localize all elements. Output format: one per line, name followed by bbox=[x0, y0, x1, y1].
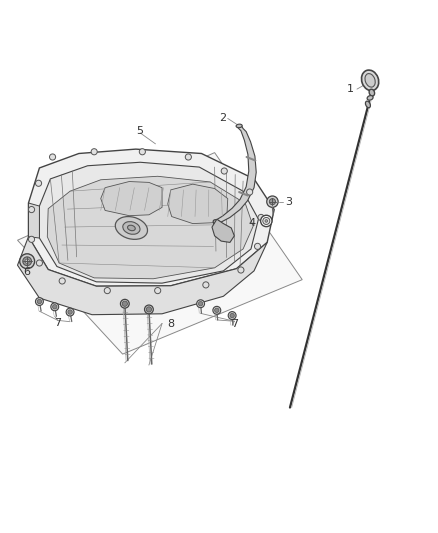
Circle shape bbox=[146, 307, 152, 312]
Ellipse shape bbox=[213, 220, 220, 225]
Text: 4: 4 bbox=[248, 217, 255, 228]
Polygon shape bbox=[168, 184, 228, 223]
Circle shape bbox=[254, 243, 261, 249]
Ellipse shape bbox=[115, 216, 148, 239]
Circle shape bbox=[25, 259, 29, 263]
Circle shape bbox=[228, 312, 236, 319]
Polygon shape bbox=[212, 219, 234, 243]
Polygon shape bbox=[28, 149, 274, 286]
Ellipse shape bbox=[365, 74, 375, 87]
Circle shape bbox=[261, 215, 272, 227]
Circle shape bbox=[269, 199, 276, 205]
Circle shape bbox=[185, 154, 191, 160]
Text: 1: 1 bbox=[347, 84, 354, 94]
Polygon shape bbox=[214, 125, 256, 223]
Circle shape bbox=[213, 306, 221, 314]
Circle shape bbox=[68, 310, 72, 314]
Circle shape bbox=[59, 278, 65, 284]
Circle shape bbox=[221, 168, 227, 174]
Circle shape bbox=[28, 236, 35, 243]
Ellipse shape bbox=[361, 70, 379, 91]
Polygon shape bbox=[28, 203, 39, 238]
Circle shape bbox=[51, 303, 59, 311]
Circle shape bbox=[66, 308, 74, 316]
Circle shape bbox=[258, 214, 264, 221]
Ellipse shape bbox=[367, 95, 373, 100]
Polygon shape bbox=[39, 162, 258, 283]
Circle shape bbox=[122, 301, 127, 306]
Circle shape bbox=[28, 206, 35, 213]
Circle shape bbox=[197, 300, 205, 308]
Circle shape bbox=[36, 260, 42, 266]
Polygon shape bbox=[18, 237, 267, 314]
Circle shape bbox=[230, 313, 234, 318]
Circle shape bbox=[139, 149, 145, 155]
Polygon shape bbox=[18, 152, 302, 354]
Ellipse shape bbox=[369, 89, 374, 96]
Circle shape bbox=[120, 300, 129, 308]
Circle shape bbox=[91, 149, 97, 155]
Circle shape bbox=[265, 220, 268, 222]
Circle shape bbox=[203, 282, 209, 288]
Circle shape bbox=[23, 257, 32, 265]
Circle shape bbox=[155, 287, 161, 294]
Ellipse shape bbox=[123, 222, 140, 235]
Circle shape bbox=[20, 254, 35, 269]
Text: 2: 2 bbox=[219, 112, 226, 123]
Circle shape bbox=[238, 267, 244, 273]
Text: 3: 3 bbox=[285, 197, 292, 207]
Circle shape bbox=[267, 196, 278, 207]
Ellipse shape bbox=[127, 225, 135, 231]
Circle shape bbox=[35, 297, 43, 305]
Circle shape bbox=[263, 217, 270, 224]
Polygon shape bbox=[101, 182, 162, 216]
Circle shape bbox=[247, 189, 253, 195]
Text: 6: 6 bbox=[24, 266, 31, 277]
Circle shape bbox=[53, 304, 57, 309]
Circle shape bbox=[145, 305, 153, 314]
Circle shape bbox=[35, 180, 42, 187]
Text: 5: 5 bbox=[137, 126, 144, 136]
Circle shape bbox=[215, 308, 219, 312]
Circle shape bbox=[37, 300, 42, 304]
Circle shape bbox=[49, 154, 56, 160]
Polygon shape bbox=[47, 176, 253, 279]
Ellipse shape bbox=[365, 101, 371, 108]
Ellipse shape bbox=[236, 124, 242, 128]
Text: 8: 8 bbox=[167, 319, 174, 329]
Circle shape bbox=[104, 287, 110, 294]
Text: 7: 7 bbox=[54, 318, 61, 328]
Circle shape bbox=[198, 302, 203, 306]
Text: 7: 7 bbox=[231, 319, 238, 329]
